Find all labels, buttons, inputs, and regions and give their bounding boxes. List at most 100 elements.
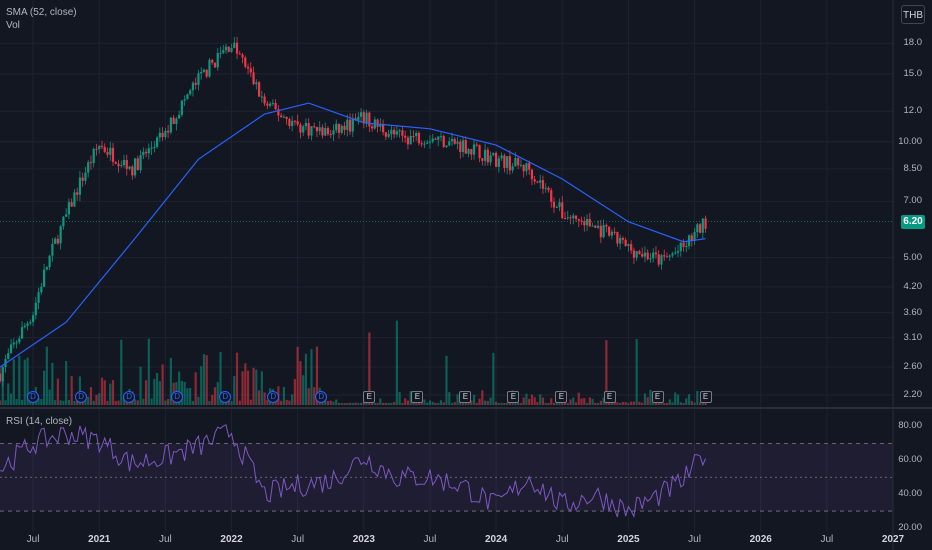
candle-body — [481, 158, 484, 161]
rsi-legend-label[interactable]: RSI (14, close) — [6, 416, 73, 427]
volume-bar — [376, 402, 379, 405]
volume-bar — [205, 355, 208, 405]
volume-bar — [282, 386, 285, 405]
candlestick-series — [0, 36, 707, 387]
volume-bar — [387, 402, 390, 405]
earnings-marker[interactable]: E — [363, 391, 376, 403]
volume-bar — [624, 402, 627, 405]
earnings-marker[interactable]: E — [651, 391, 664, 403]
volume-bar — [142, 398, 145, 405]
candle-body — [437, 136, 440, 140]
dividend-marker[interactable]: D — [123, 391, 136, 403]
candle-body — [602, 225, 605, 238]
volume-bar — [613, 401, 616, 405]
volume-bar — [7, 383, 10, 405]
candle-body — [73, 192, 76, 207]
candle-body — [51, 243, 54, 256]
dividend-marker[interactable]: D — [267, 391, 280, 403]
candle-body — [486, 149, 489, 163]
volume-bar — [136, 400, 139, 405]
candle-body — [318, 127, 321, 132]
candle-body — [508, 156, 511, 171]
candle-body — [665, 256, 669, 258]
volume-bar — [111, 380, 115, 405]
candle-body — [274, 103, 277, 110]
volume-bar — [591, 398, 594, 405]
volume-bar — [544, 402, 547, 405]
earnings-marker[interactable]: E — [603, 391, 616, 403]
candle-body — [401, 130, 404, 136]
volume-bar — [679, 402, 682, 405]
candle-body — [539, 180, 542, 183]
price-axis-tick: 18.0 — [903, 37, 923, 49]
volume-bar — [59, 400, 62, 405]
candle-body — [384, 132, 387, 137]
volume-bar — [133, 399, 137, 405]
candle-body — [313, 126, 316, 128]
dividend-marker[interactable]: D — [315, 391, 328, 403]
volume-bar — [235, 352, 239, 405]
candle-body — [649, 258, 652, 260]
candle-body — [235, 42, 239, 54]
candle-body — [92, 148, 95, 164]
volume-bar — [594, 402, 597, 405]
volume-bar — [547, 402, 550, 405]
dividend-marker[interactable]: D — [75, 391, 88, 403]
candle-body — [420, 143, 423, 145]
candle-body — [630, 244, 633, 251]
candle-body — [610, 231, 613, 236]
candle-body — [321, 127, 324, 136]
volume-bar — [409, 390, 412, 405]
candle-body — [566, 217, 569, 219]
candle-body — [296, 121, 299, 125]
volume-bar — [671, 402, 674, 405]
candle-body — [404, 135, 407, 138]
candle-body — [180, 100, 184, 115]
candle-body — [147, 148, 150, 154]
candle-body — [42, 269, 46, 287]
volume-bar — [285, 399, 288, 405]
dividend-marker[interactable]: D — [219, 391, 232, 403]
dividend-marker[interactable]: D — [27, 391, 40, 403]
candle-body — [307, 123, 310, 136]
candle-body — [78, 177, 82, 195]
sma-legend-label[interactable]: SMA (52, close) — [6, 7, 77, 18]
volume-bar — [464, 401, 467, 405]
candle-body — [632, 250, 636, 258]
currency-button[interactable]: THB — [901, 5, 925, 24]
candle-body — [608, 226, 611, 236]
earnings-marker[interactable]: E — [507, 391, 520, 403]
candle-body — [56, 238, 59, 244]
candle-body — [219, 52, 222, 54]
price-axis-tick: 8.50 — [903, 162, 923, 174]
volume-bar — [475, 402, 478, 405]
candle-body — [638, 251, 641, 254]
candle-body — [178, 114, 181, 119]
volume-bar — [255, 369, 258, 405]
earnings-marker[interactable]: E — [555, 391, 568, 403]
volume-bar — [442, 402, 445, 405]
candle-body — [464, 140, 467, 154]
candle-body — [357, 116, 360, 121]
candle-body — [332, 130, 335, 135]
volume-bar — [106, 400, 109, 405]
earnings-marker[interactable]: E — [459, 391, 472, 403]
earnings-marker[interactable]: E — [411, 391, 424, 403]
candle-body — [271, 103, 274, 105]
volume-bar — [191, 400, 195, 405]
volume-legend-label[interactable]: Vol — [6, 20, 20, 31]
candle-body — [260, 96, 263, 98]
volume-bar — [428, 400, 432, 405]
time-axis-tick: 2022 — [220, 534, 243, 545]
volume-bar — [489, 397, 492, 405]
candle-body — [412, 135, 415, 137]
volume-bar — [332, 401, 335, 405]
volume-bar — [120, 339, 123, 405]
dividend-marker[interactable]: D — [171, 391, 184, 403]
candle-body — [216, 52, 219, 68]
candle-body — [70, 202, 73, 207]
volume-bar — [4, 400, 7, 405]
earnings-marker[interactable]: E — [699, 391, 712, 403]
volume-bar — [156, 372, 159, 405]
